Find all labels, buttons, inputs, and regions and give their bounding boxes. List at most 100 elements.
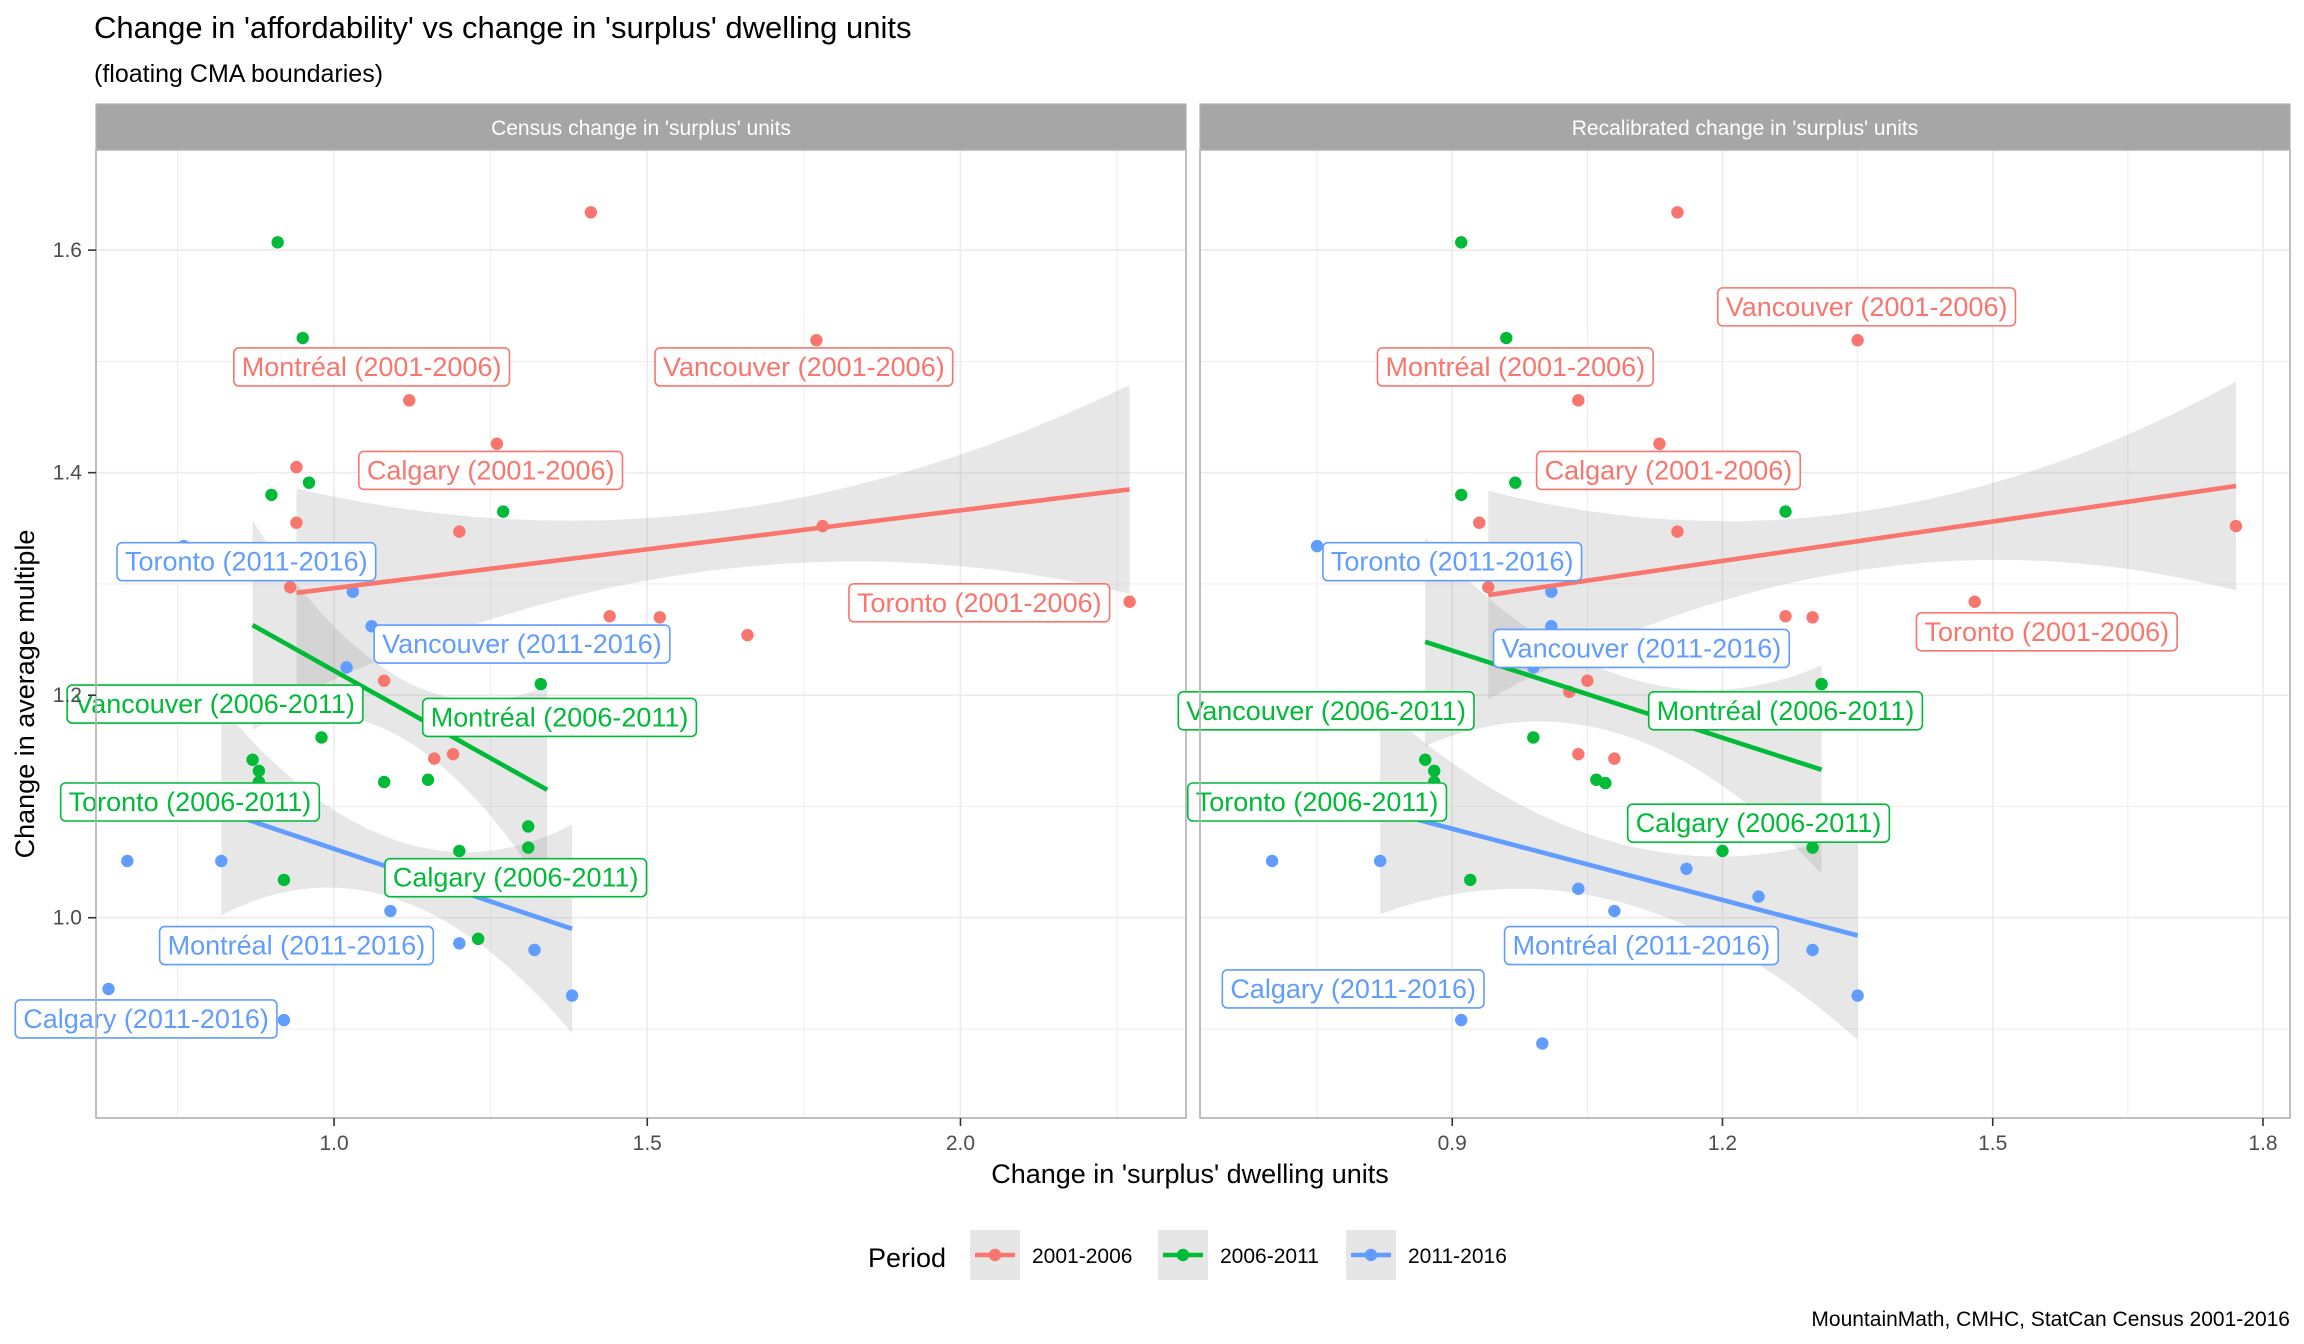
point-label-text: Montréal (2011-2016): [168, 931, 426, 961]
point-2006-2011: [296, 331, 309, 345]
point-label: Toronto (2006-2011): [59, 782, 321, 822]
point-label: Montréal (2001-2006): [1376, 347, 1654, 387]
point-label-box: [358, 450, 624, 491]
point-label: Vancouver (2011-2016): [1492, 628, 1791, 669]
point-label: Calgary (2001-2006): [1535, 450, 1802, 491]
point-2001-2006: [1779, 609, 1792, 623]
point-label: Calgary (2011-2016): [1221, 969, 1485, 1009]
point-2006-2011: [265, 488, 278, 502]
panel-strip-title: Recalibrated change in 'surplus' units: [1572, 117, 1919, 140]
point-2006-2011: [534, 677, 547, 691]
point-label-box: [1376, 347, 1654, 387]
point-label-text: Toronto (2001-2006): [1924, 617, 2169, 647]
point-label-text: Calgary (2006-2011): [1636, 808, 1882, 838]
point-label-box: [1535, 450, 1802, 491]
panel-2: Recalibrated change in 'surplus' units Va…: [1177, 103, 2291, 1155]
point-2001-2006: [1572, 747, 1585, 761]
point-2006-2011: [1806, 841, 1819, 854]
point-label-box: [1186, 782, 1448, 822]
legend-title: Period: [868, 1243, 946, 1273]
x-axis-label: Change in 'surplus' dwelling units: [991, 1159, 1389, 1189]
point-2011-2016: [1455, 1013, 1468, 1027]
point-2001-2006: [283, 581, 297, 594]
y-tick-label: 1.2: [53, 684, 82, 707]
point-label-box: [1221, 969, 1485, 1009]
point-2006-2011: [1500, 331, 1513, 345]
point-label: Calgary (2001-2006): [358, 450, 624, 491]
point-label-text: Montréal (2006-2011): [1657, 696, 1915, 726]
trend-line-2006-2011: [251, 623, 549, 792]
point-2006-2011: [377, 775, 391, 789]
point-label: Calgary (2006-2011): [1626, 803, 1891, 843]
point-label-text: Montréal (2006-2011): [431, 702, 689, 732]
panel-strip: [96, 104, 1186, 150]
point-2011-2016: [1572, 882, 1585, 895]
point-label-text: Toronto (2011-2016): [125, 547, 368, 577]
legend-item-2011-2016: 2011-2016: [1346, 1230, 1507, 1280]
point-label: Vancouver (2006-2011): [66, 684, 364, 724]
point-2006-2011: [1815, 677, 1828, 691]
point-2006-2011: [302, 476, 316, 489]
point-2001-2006: [1851, 334, 1864, 347]
point-2006-2011: [471, 932, 485, 946]
point-label-text: Toronto (2006-2011): [1196, 787, 1439, 817]
point-2001-2006: [290, 516, 303, 529]
point-label-text: Vancouver (2001-2006): [663, 352, 945, 382]
point-label: Calgary (2011-2016): [14, 999, 278, 1039]
point-2001-2006: [1608, 752, 1621, 765]
x-tick-label: 1.2: [1708, 1132, 1737, 1155]
point-label-text: Toronto (2011-2016): [1331, 547, 1574, 577]
point-label-text: Vancouver (2001-2006): [1726, 292, 2008, 322]
point-2001-2006: [453, 525, 466, 538]
point-2006-2011: [1779, 505, 1792, 518]
panel-strip: [1200, 104, 2290, 150]
y-tick-label: 1.4: [53, 462, 83, 485]
point-2001-2006: [810, 334, 823, 347]
point-2001-2006: [603, 609, 616, 623]
panel-outline: [1199, 103, 2291, 1119]
chart-caption: MountainMath, CMHC, StatCan Census 2001-…: [1811, 1308, 2290, 1331]
legend-key-point: [1364, 1248, 1378, 1262]
point-2006-2011: [1455, 488, 1468, 502]
point-2011-2016: [1806, 943, 1819, 957]
point-2011-2016: [1752, 890, 1765, 903]
point-label-box: [654, 347, 954, 387]
point-2001-2006: [377, 674, 391, 687]
point-2011-2016: [1265, 854, 1279, 868]
point-label-box: [233, 347, 511, 387]
point-2006-2011: [277, 873, 291, 887]
point-label-box: [116, 541, 377, 582]
point-2001-2006: [741, 628, 754, 642]
point-label-box: [14, 999, 278, 1039]
legend-item-label: 2001-2006: [1032, 1245, 1132, 1268]
point-2006-2011: [252, 764, 266, 778]
chart-subtitle: (floating CMA boundaries): [94, 60, 383, 88]
point-2011-2016: [453, 937, 466, 950]
point-2001-2006: [1581, 674, 1594, 687]
point-2001-2006: [1653, 437, 1666, 450]
x-tick-label: 0.9: [1438, 1132, 1467, 1155]
y-tick-label: 1.0: [53, 907, 82, 930]
point-label-box: [1915, 611, 2178, 652]
point-2006-2011: [246, 753, 259, 766]
point-label-box: [66, 684, 364, 724]
point-2011-2016: [102, 982, 115, 996]
point-2006-2011: [1527, 731, 1540, 744]
point-2011-2016: [1310, 539, 1324, 553]
point-label: Montréal (2011-2016): [1503, 925, 1780, 966]
point-label-box: [1716, 287, 2017, 327]
point-2001-2006: [1671, 525, 1684, 538]
trend-line-2006-2011: [1424, 639, 1823, 772]
point-label-box: [1503, 925, 1780, 966]
legend: Period 2001-2006 2006-2011 2011-2016: [868, 1230, 1507, 1280]
point-2006-2011: [1455, 236, 1468, 249]
point-2001-2006: [653, 611, 666, 624]
point-label-text: Montréal (2001-2006): [1385, 352, 1645, 382]
point-label: Vancouver (2001-2006): [654, 347, 954, 387]
point-2011-2016: [565, 989, 579, 1002]
point-2006-2011: [271, 236, 284, 249]
point-label: Montréal (2006-2011): [421, 697, 698, 738]
point-2006-2011: [421, 773, 435, 786]
point-2001-2006: [490, 437, 504, 450]
point-2011-2016: [277, 1013, 291, 1027]
